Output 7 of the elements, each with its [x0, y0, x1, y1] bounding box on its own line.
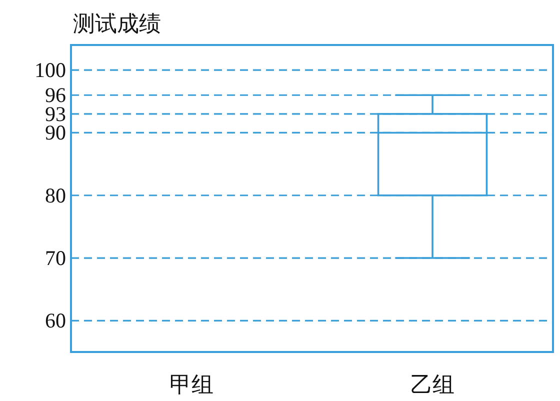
y-axis-title: 测试成绩: [73, 12, 161, 37]
y-tick-label: 100: [34, 58, 66, 82]
x-tick-label: 甲组: [170, 373, 214, 398]
y-tick-label: 70: [45, 246, 66, 270]
x-tick-label: 乙组: [410, 373, 454, 398]
y-tick-label: 80: [45, 183, 66, 208]
y-tick-label: 60: [45, 308, 66, 333]
